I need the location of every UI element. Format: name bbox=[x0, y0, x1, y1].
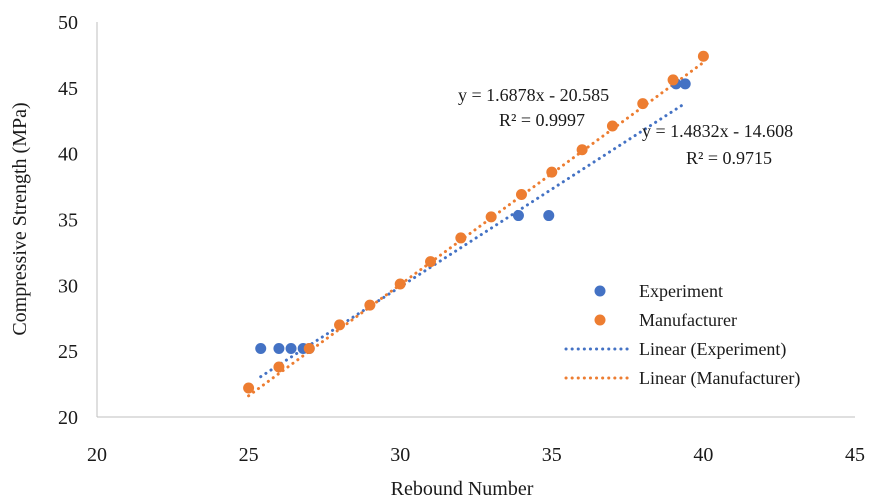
x-tick-label: 40 bbox=[693, 444, 713, 466]
x-axis-label: Rebound Number bbox=[391, 478, 534, 500]
point-manufacturer bbox=[364, 299, 376, 311]
trendline-manufacturer bbox=[247, 60, 705, 398]
y-tick-label: 50 bbox=[58, 12, 78, 34]
y-tick-labels: 20 25 30 35 40 45 50 bbox=[58, 12, 78, 429]
point-manufacturer bbox=[546, 166, 558, 178]
point-manufacturer bbox=[334, 319, 346, 331]
point-experiment bbox=[273, 343, 285, 355]
trendline-equations: y = 1.6878x - 20.585 R² = 0.9997 y = 1.483… bbox=[458, 85, 793, 168]
point-manufacturer bbox=[637, 98, 649, 110]
x-tick-label: 45 bbox=[845, 444, 865, 466]
legend-item-manufacturer-label: Manufacturer bbox=[639, 310, 737, 330]
y-axis-label: Compressive Strength (MPa) bbox=[9, 102, 31, 335]
point-manufacturer bbox=[697, 50, 709, 62]
point-manufacturer bbox=[606, 120, 618, 132]
point-manufacturer bbox=[576, 144, 588, 156]
legend-item-experiment-marker bbox=[594, 285, 606, 297]
x-tick-label: 35 bbox=[542, 444, 562, 466]
point-experiment bbox=[255, 343, 267, 355]
y-tick-label: 25 bbox=[58, 341, 78, 363]
manufacturer-r2: R² = 0.9997 bbox=[499, 110, 585, 130]
legend-item-experiment-label: Experiment bbox=[639, 281, 723, 301]
x-tick-label: 30 bbox=[390, 444, 410, 466]
experiment-r2: R² = 0.9715 bbox=[686, 148, 772, 168]
point-manufacturer bbox=[243, 382, 255, 394]
point-manufacturer bbox=[273, 361, 285, 373]
legend-item-linear-manufacturer-label: Linear (Manufacturer) bbox=[639, 368, 800, 389]
point-manufacturer bbox=[515, 188, 527, 200]
point-manufacturer bbox=[394, 278, 406, 290]
legend-item-linear-experiment-label: Linear (Experiment) bbox=[639, 339, 786, 360]
point-experiment bbox=[285, 343, 297, 355]
trendlines bbox=[247, 60, 705, 398]
y-tick-label: 30 bbox=[58, 275, 78, 297]
point-manufacturer bbox=[425, 256, 437, 268]
data-points bbox=[243, 50, 709, 394]
y-tick-label: 20 bbox=[58, 407, 78, 429]
point-experiment bbox=[679, 78, 691, 90]
point-manufacturer bbox=[667, 74, 679, 86]
legend: Experiment Manufacturer Linear (Experiment… bbox=[564, 281, 800, 389]
point-manufacturer bbox=[303, 343, 315, 355]
y-tick-label: 45 bbox=[58, 78, 78, 100]
y-tick-label: 40 bbox=[58, 144, 78, 166]
x-tick-label: 25 bbox=[239, 444, 259, 466]
point-manufacturer bbox=[485, 211, 497, 223]
experiment-equation: y = 1.4832x - 14.608 bbox=[642, 121, 793, 141]
point-experiment bbox=[543, 210, 555, 222]
manufacturer-equation: y = 1.6878x - 20.585 bbox=[458, 85, 609, 105]
trendline-experiment bbox=[259, 101, 687, 379]
point-manufacturer bbox=[455, 232, 467, 244]
point-experiment bbox=[512, 210, 524, 222]
x-tick-labels: 20 25 30 35 40 45 bbox=[87, 444, 865, 466]
x-tick-label: 20 bbox=[87, 444, 107, 466]
y-tick-label: 35 bbox=[58, 210, 78, 232]
legend-item-manufacturer-marker bbox=[594, 314, 606, 326]
